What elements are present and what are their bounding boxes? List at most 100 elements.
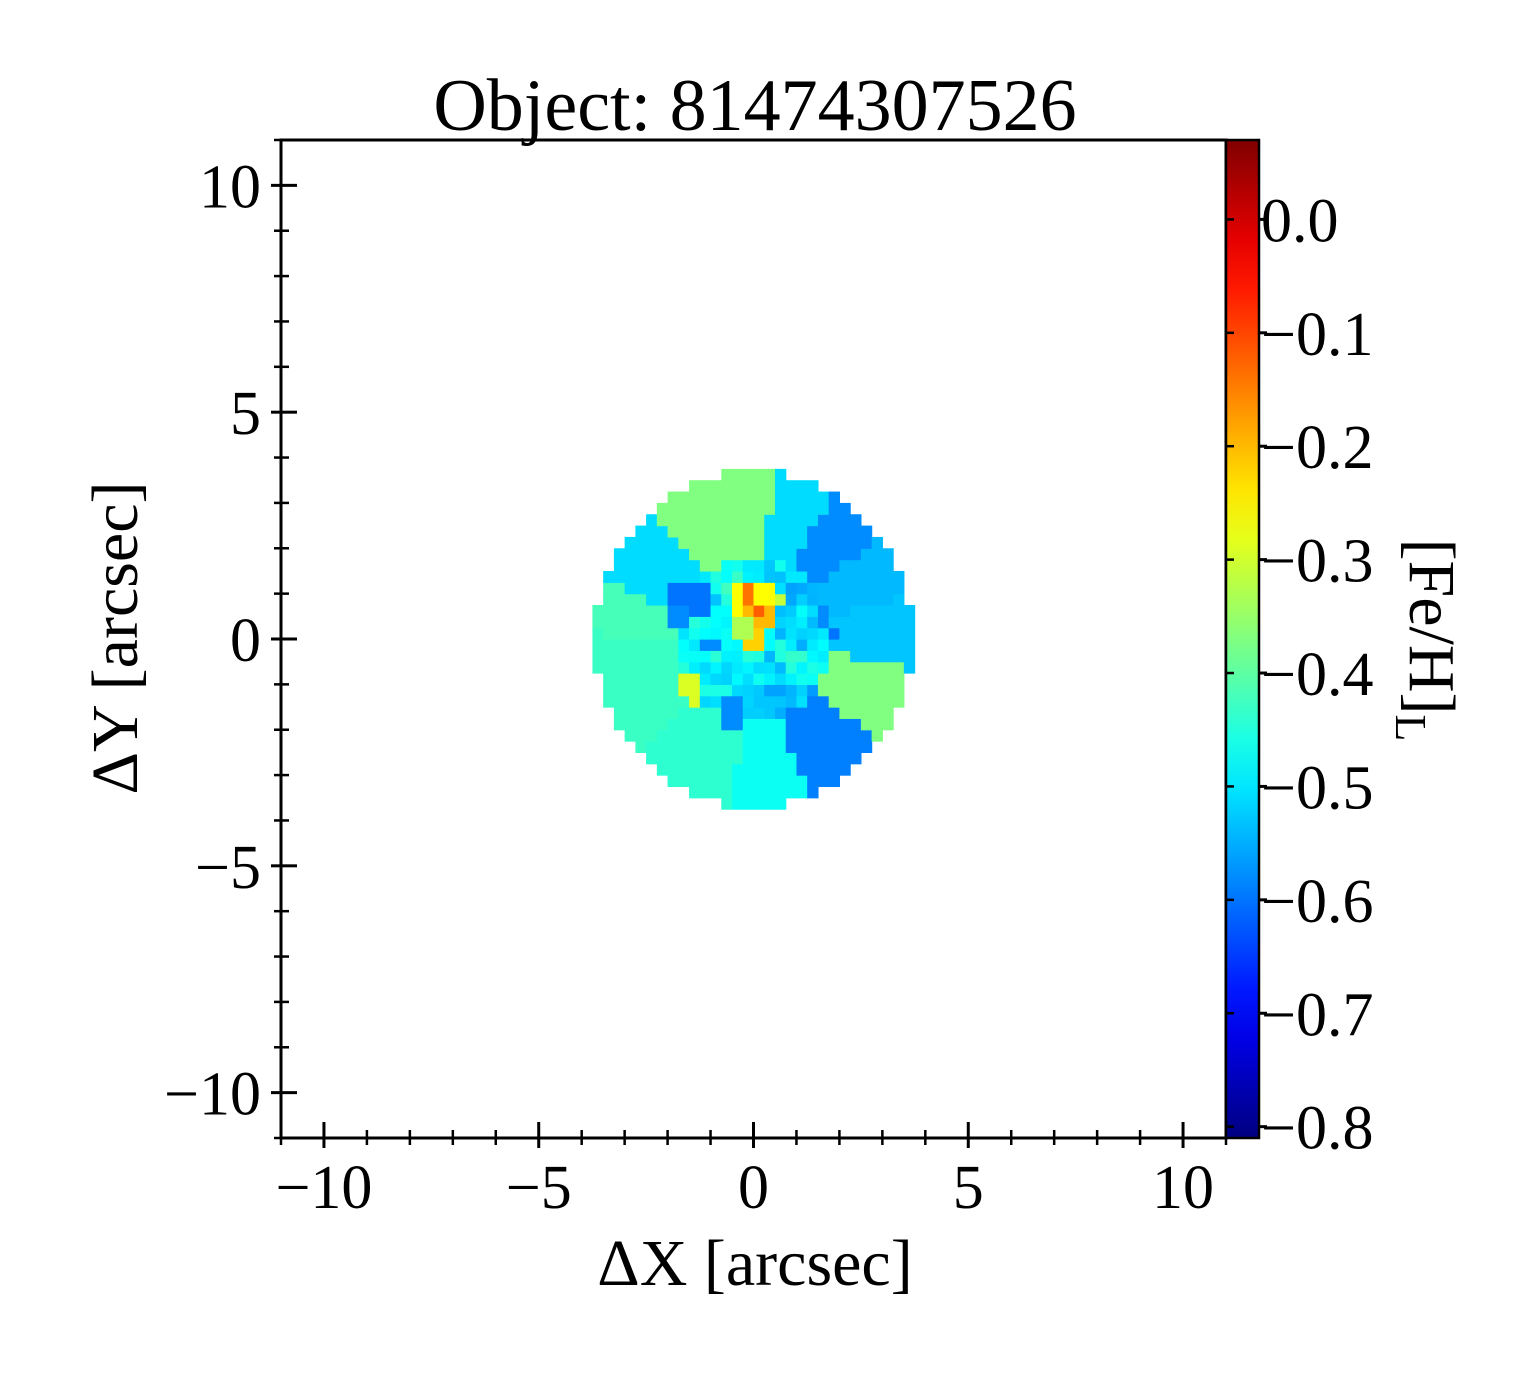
map-pixel <box>678 593 690 606</box>
map-pixel <box>850 548 862 561</box>
map-pixel <box>646 718 658 731</box>
map-pixel <box>860 593 873 606</box>
map-pixel <box>882 548 894 561</box>
map-pixel <box>764 548 776 561</box>
map-pixel <box>871 570 883 583</box>
map-pixel <box>678 673 690 685</box>
metallicity-map <box>592 468 916 810</box>
map-pixel <box>678 639 690 651</box>
map-pixel <box>871 673 883 685</box>
map-pixel <box>667 525 679 538</box>
map-pixel <box>613 570 626 583</box>
map-pixel <box>828 548 841 561</box>
map-pixel <box>699 559 712 572</box>
map-pixel <box>592 639 604 651</box>
colorbar-label: [Fe/H]L <box>1386 539 1468 742</box>
map-pixel <box>796 604 808 617</box>
map-pixel <box>785 536 798 549</box>
map-pixel <box>732 650 744 663</box>
map-pixel <box>764 491 776 504</box>
map-pixel <box>667 763 679 776</box>
map-pixel <box>667 502 679 515</box>
map-pixel <box>882 559 894 572</box>
map-pixel <box>721 627 733 640</box>
map-pixel <box>710 536 722 549</box>
map-pixel <box>732 559 744 572</box>
y-tick-label: 10 <box>199 153 261 221</box>
map-pixel <box>785 650 798 663</box>
map-pixel <box>699 570 712 583</box>
map-pixel <box>699 763 712 776</box>
y-axis-label: ΔY [arcsec] <box>79 482 152 795</box>
map-pixel <box>624 536 636 549</box>
map-pixel <box>656 514 669 527</box>
map-pixel <box>689 559 701 572</box>
map-pixel <box>742 752 755 765</box>
map-pixel <box>882 593 894 606</box>
map-pixel <box>828 729 841 742</box>
map-pixel <box>592 616 604 629</box>
map-pixel <box>753 468 765 481</box>
map-pixel <box>721 514 733 527</box>
map-pixel <box>635 707 647 719</box>
map-pixel <box>689 695 701 708</box>
map-pixel <box>850 673 862 685</box>
map-pixel <box>624 627 636 640</box>
map-pixel <box>721 616 733 629</box>
map-pixel <box>774 468 787 481</box>
map-pixel <box>689 570 701 583</box>
map-pixel <box>882 570 894 583</box>
map-pixel <box>721 536 733 549</box>
map-pixel <box>850 752 862 765</box>
map-pixel <box>850 536 862 549</box>
map-pixel <box>882 661 894 674</box>
map-pixel <box>667 536 679 549</box>
map-pixel <box>860 559 873 572</box>
map-pixel <box>774 604 787 617</box>
map-pixel <box>860 718 873 731</box>
map-pixel <box>807 729 819 742</box>
map-pixel <box>903 616 916 629</box>
map-pixel <box>732 514 744 527</box>
map-pixel <box>785 480 798 493</box>
map-pixel <box>807 570 819 583</box>
map-pixel <box>699 650 712 663</box>
map-pixel <box>796 718 808 731</box>
map-pixel <box>624 570 636 583</box>
map-pixel <box>764 695 776 708</box>
map-pixel <box>753 502 765 515</box>
map-pixel <box>689 661 701 674</box>
x-tick-label: 0 <box>738 1154 769 1222</box>
map-pixel <box>817 559 830 572</box>
map-pixel <box>678 752 690 765</box>
map-pixel <box>828 639 841 651</box>
map-pixel <box>624 582 636 595</box>
map-pixel <box>774 707 787 719</box>
map-pixel <box>732 695 744 708</box>
map-pixel <box>721 707 733 719</box>
map-pixel <box>689 604 701 617</box>
map-pixel <box>753 673 765 685</box>
map-pixel <box>635 729 647 742</box>
map-pixel <box>742 684 755 697</box>
map-pixel <box>624 604 636 617</box>
map-pixel <box>721 582 733 595</box>
map-pixel <box>774 718 787 731</box>
map-pixel <box>732 582 744 595</box>
map-pixel <box>882 582 894 595</box>
x-tick-label: 10 <box>1152 1154 1214 1222</box>
map-pixel <box>828 695 841 708</box>
map-pixel <box>603 695 615 708</box>
map-pixel <box>774 548 787 561</box>
map-pixel <box>689 707 701 719</box>
map-pixel <box>753 480 765 493</box>
map-pixel <box>753 548 765 561</box>
map-pixel <box>753 718 765 731</box>
map-pixel <box>635 741 647 754</box>
map-pixel <box>807 695 819 708</box>
map-pixel <box>828 604 841 617</box>
map-pixel <box>807 718 819 731</box>
map-pixel <box>742 627 755 640</box>
map-pixel <box>624 673 636 685</box>
